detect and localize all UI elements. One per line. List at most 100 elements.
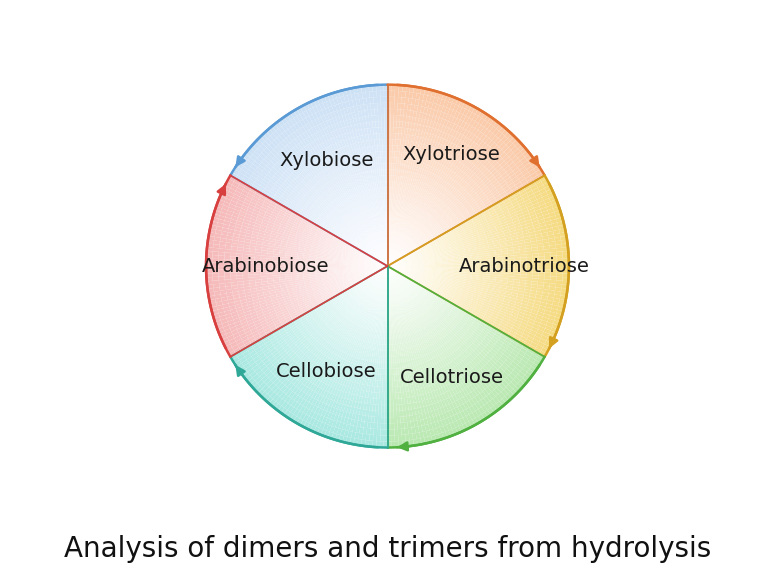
Polygon shape — [425, 199, 429, 205]
Polygon shape — [457, 120, 463, 127]
Polygon shape — [388, 266, 389, 272]
Polygon shape — [544, 272, 551, 276]
Polygon shape — [480, 359, 487, 365]
Polygon shape — [477, 314, 484, 319]
Polygon shape — [474, 218, 480, 223]
Polygon shape — [515, 229, 522, 233]
Polygon shape — [425, 222, 430, 227]
Polygon shape — [390, 255, 392, 260]
Polygon shape — [222, 205, 229, 210]
Polygon shape — [391, 290, 392, 296]
Polygon shape — [480, 323, 486, 328]
Polygon shape — [440, 233, 446, 237]
Polygon shape — [294, 222, 300, 227]
Polygon shape — [396, 182, 398, 188]
Polygon shape — [334, 291, 339, 295]
Polygon shape — [379, 302, 381, 308]
Polygon shape — [299, 225, 305, 229]
Polygon shape — [493, 171, 499, 177]
Polygon shape — [466, 401, 472, 408]
Polygon shape — [282, 194, 288, 199]
Polygon shape — [333, 300, 339, 305]
Polygon shape — [434, 312, 439, 318]
Polygon shape — [457, 348, 463, 355]
Polygon shape — [393, 283, 395, 289]
Polygon shape — [391, 103, 394, 109]
Polygon shape — [505, 338, 512, 344]
Polygon shape — [274, 320, 281, 325]
Polygon shape — [352, 272, 358, 274]
Polygon shape — [388, 261, 391, 266]
Polygon shape — [408, 203, 412, 210]
Polygon shape — [363, 264, 370, 265]
Polygon shape — [494, 121, 500, 129]
Polygon shape — [385, 266, 388, 272]
Polygon shape — [314, 316, 320, 321]
Polygon shape — [306, 137, 312, 144]
Polygon shape — [360, 315, 364, 321]
Polygon shape — [213, 314, 219, 319]
Polygon shape — [381, 283, 383, 290]
Polygon shape — [419, 310, 424, 315]
Polygon shape — [264, 349, 270, 355]
Polygon shape — [486, 310, 492, 315]
Polygon shape — [460, 135, 466, 142]
Polygon shape — [398, 85, 403, 91]
Polygon shape — [405, 267, 412, 268]
Polygon shape — [536, 237, 542, 241]
Polygon shape — [260, 364, 267, 370]
Polygon shape — [425, 295, 431, 300]
Polygon shape — [523, 172, 530, 178]
Polygon shape — [422, 251, 428, 254]
Polygon shape — [388, 262, 392, 266]
Polygon shape — [387, 308, 388, 315]
Polygon shape — [407, 288, 412, 294]
Polygon shape — [427, 293, 432, 297]
Polygon shape — [407, 367, 410, 373]
Polygon shape — [277, 327, 284, 332]
Polygon shape — [384, 266, 388, 271]
Polygon shape — [333, 262, 339, 263]
Polygon shape — [412, 270, 417, 272]
Polygon shape — [343, 153, 347, 159]
Polygon shape — [333, 265, 339, 266]
Polygon shape — [391, 270, 396, 275]
Polygon shape — [339, 365, 343, 371]
Polygon shape — [422, 363, 425, 369]
Polygon shape — [337, 244, 343, 247]
Polygon shape — [400, 306, 402, 312]
Polygon shape — [373, 319, 375, 325]
Polygon shape — [260, 263, 267, 266]
Polygon shape — [446, 327, 451, 332]
Polygon shape — [264, 234, 270, 238]
Polygon shape — [309, 128, 315, 135]
Polygon shape — [281, 306, 288, 311]
Polygon shape — [463, 243, 470, 247]
Polygon shape — [477, 139, 483, 146]
Polygon shape — [331, 286, 337, 290]
Polygon shape — [356, 99, 360, 105]
Polygon shape — [405, 261, 412, 263]
Polygon shape — [480, 149, 486, 156]
Polygon shape — [432, 371, 436, 377]
Polygon shape — [370, 264, 376, 265]
Polygon shape — [326, 372, 332, 378]
Polygon shape — [482, 319, 488, 324]
Polygon shape — [340, 218, 345, 224]
Polygon shape — [386, 260, 388, 266]
Polygon shape — [414, 249, 419, 252]
Polygon shape — [466, 231, 472, 235]
Polygon shape — [363, 354, 367, 360]
Polygon shape — [322, 417, 327, 424]
Polygon shape — [287, 329, 293, 335]
Polygon shape — [321, 270, 327, 272]
Polygon shape — [374, 281, 377, 286]
Polygon shape — [325, 364, 330, 371]
Polygon shape — [401, 233, 404, 239]
Polygon shape — [237, 218, 243, 222]
Polygon shape — [364, 303, 368, 309]
Polygon shape — [515, 182, 522, 188]
Polygon shape — [320, 196, 326, 201]
Polygon shape — [393, 269, 398, 272]
Polygon shape — [320, 323, 326, 328]
